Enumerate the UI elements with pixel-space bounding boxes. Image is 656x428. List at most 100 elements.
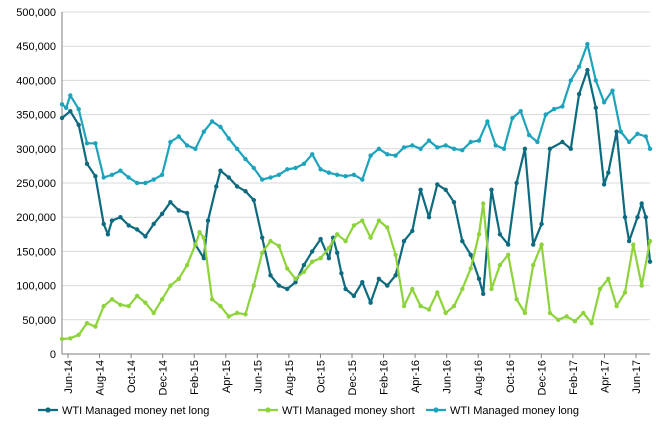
data-point bbox=[556, 317, 561, 322]
data-point bbox=[351, 293, 357, 299]
data-point bbox=[260, 177, 265, 182]
data-point bbox=[134, 180, 140, 186]
y-tick-label: 100,000 bbox=[16, 281, 56, 293]
legend-swatch-marker bbox=[45, 407, 51, 413]
data-point bbox=[159, 211, 165, 216]
data-point bbox=[576, 91, 582, 97]
data-point bbox=[193, 242, 198, 247]
y-tick-label: 500,000 bbox=[16, 7, 56, 19]
data-point bbox=[610, 88, 615, 93]
data-point bbox=[468, 139, 473, 145]
data-point bbox=[506, 242, 511, 247]
x-tick-label: Dec-15 bbox=[347, 360, 359, 395]
data-point bbox=[343, 238, 348, 244]
data-point bbox=[418, 146, 423, 151]
data-point bbox=[310, 249, 315, 254]
data-point bbox=[601, 182, 607, 187]
data-point bbox=[84, 141, 90, 146]
data-point bbox=[184, 210, 190, 216]
data-point bbox=[59, 115, 65, 121]
data-point bbox=[526, 132, 532, 138]
data-point bbox=[343, 286, 348, 292]
data-point bbox=[435, 145, 440, 150]
data-point bbox=[285, 266, 290, 271]
data-point bbox=[226, 314, 231, 319]
legend-swatch-marker bbox=[433, 407, 439, 413]
data-point bbox=[576, 64, 582, 69]
data-point bbox=[134, 293, 140, 299]
data-point bbox=[159, 172, 165, 177]
data-point bbox=[410, 286, 415, 292]
data-point bbox=[597, 286, 603, 292]
data-point bbox=[460, 148, 465, 153]
data-point bbox=[635, 215, 640, 220]
data-point bbox=[184, 262, 190, 268]
data-point bbox=[301, 161, 307, 166]
x-tick-label: Apr-17 bbox=[599, 360, 611, 393]
data-point bbox=[460, 238, 465, 244]
legend-label: WTI Managed money net long bbox=[62, 405, 209, 417]
x-tick-label: Aug-15 bbox=[284, 360, 296, 395]
data-point bbox=[293, 276, 298, 281]
series-line-1 bbox=[61, 202, 652, 341]
gridlines bbox=[62, 11, 650, 321]
data-point bbox=[168, 200, 173, 205]
data-point bbox=[360, 177, 365, 182]
data-point bbox=[310, 259, 315, 264]
data-point bbox=[543, 112, 548, 117]
data-point bbox=[168, 139, 173, 145]
data-point bbox=[301, 269, 307, 275]
y-tick-label: 400,000 bbox=[16, 75, 56, 87]
data-point bbox=[335, 172, 340, 177]
data-point bbox=[143, 180, 148, 186]
data-point bbox=[368, 153, 373, 158]
data-point bbox=[531, 242, 536, 247]
data-point bbox=[451, 200, 457, 205]
data-point bbox=[647, 146, 653, 151]
data-point bbox=[368, 300, 373, 305]
data-point bbox=[151, 177, 156, 182]
data-point bbox=[376, 146, 382, 151]
data-point bbox=[593, 78, 598, 83]
y-tick-labels: 0 50,000 100,000 150,000 200,000 250,000 300,0… bbox=[16, 7, 56, 361]
x-tick-label: Jun-17 bbox=[631, 360, 643, 394]
data-point bbox=[59, 336, 65, 342]
data-point bbox=[647, 259, 653, 264]
data-point bbox=[101, 175, 106, 180]
data-point bbox=[622, 215, 628, 220]
data-point bbox=[522, 146, 528, 151]
data-point bbox=[535, 139, 540, 145]
data-point bbox=[568, 146, 573, 151]
data-point bbox=[243, 312, 248, 317]
legend: WTI Managed money net long WTI Managed mo… bbox=[38, 405, 579, 417]
data-point bbox=[393, 153, 398, 158]
data-point bbox=[201, 256, 206, 261]
data-point bbox=[418, 187, 423, 192]
data-point bbox=[326, 256, 332, 261]
x-tick-label: Oct-16 bbox=[505, 360, 517, 393]
data-point bbox=[201, 235, 206, 240]
data-point bbox=[226, 136, 231, 141]
data-point bbox=[539, 242, 544, 247]
data-point bbox=[168, 283, 173, 288]
data-point bbox=[368, 235, 373, 240]
data-point bbox=[568, 78, 573, 83]
data-point bbox=[468, 266, 473, 271]
data-point bbox=[585, 67, 590, 73]
data-point bbox=[118, 168, 123, 173]
data-point bbox=[514, 297, 519, 302]
y-tick-label: 250,000 bbox=[16, 178, 56, 190]
data-point bbox=[335, 232, 340, 237]
y-tick-label: 200,000 bbox=[16, 212, 56, 224]
data-point bbox=[426, 138, 432, 143]
data-point bbox=[460, 286, 465, 292]
data-point bbox=[126, 303, 131, 309]
data-point bbox=[606, 276, 611, 281]
data-point bbox=[476, 276, 482, 281]
data-point bbox=[234, 146, 240, 151]
data-point bbox=[285, 167, 290, 172]
data-point bbox=[501, 146, 507, 151]
data-point bbox=[497, 262, 503, 268]
data-point bbox=[134, 227, 140, 232]
